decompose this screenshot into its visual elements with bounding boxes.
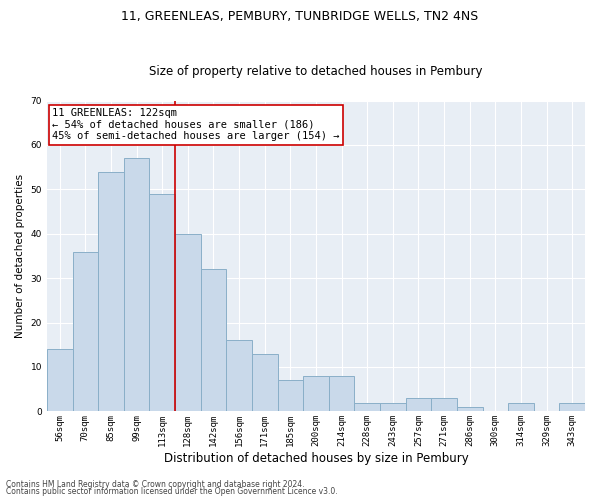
Bar xyxy=(252,354,278,412)
Bar xyxy=(98,172,124,412)
Text: 11, GREENLEAS, PEMBURY, TUNBRIDGE WELLS, TN2 4NS: 11, GREENLEAS, PEMBURY, TUNBRIDGE WELLS,… xyxy=(121,10,479,23)
Bar xyxy=(47,349,73,412)
Bar xyxy=(431,398,457,411)
Bar xyxy=(329,376,355,412)
Bar xyxy=(380,402,406,411)
Bar xyxy=(124,158,149,411)
Bar xyxy=(457,407,482,412)
Bar xyxy=(278,380,303,412)
Text: Contains public sector information licensed under the Open Government Licence v3: Contains public sector information licen… xyxy=(6,487,338,496)
Bar xyxy=(559,402,585,411)
Bar xyxy=(226,340,252,411)
X-axis label: Distribution of detached houses by size in Pembury: Distribution of detached houses by size … xyxy=(164,452,469,465)
Bar xyxy=(200,270,226,412)
Bar xyxy=(508,402,534,411)
Title: Size of property relative to detached houses in Pembury: Size of property relative to detached ho… xyxy=(149,66,483,78)
Y-axis label: Number of detached properties: Number of detached properties xyxy=(15,174,25,338)
Bar xyxy=(355,402,380,411)
Bar xyxy=(73,252,98,412)
Bar xyxy=(149,194,175,412)
Text: Contains HM Land Registry data © Crown copyright and database right 2024.: Contains HM Land Registry data © Crown c… xyxy=(6,480,305,489)
Text: 11 GREENLEAS: 122sqm
← 54% of detached houses are smaller (186)
45% of semi-deta: 11 GREENLEAS: 122sqm ← 54% of detached h… xyxy=(52,108,340,142)
Bar xyxy=(175,234,200,412)
Bar xyxy=(406,398,431,411)
Bar xyxy=(303,376,329,412)
